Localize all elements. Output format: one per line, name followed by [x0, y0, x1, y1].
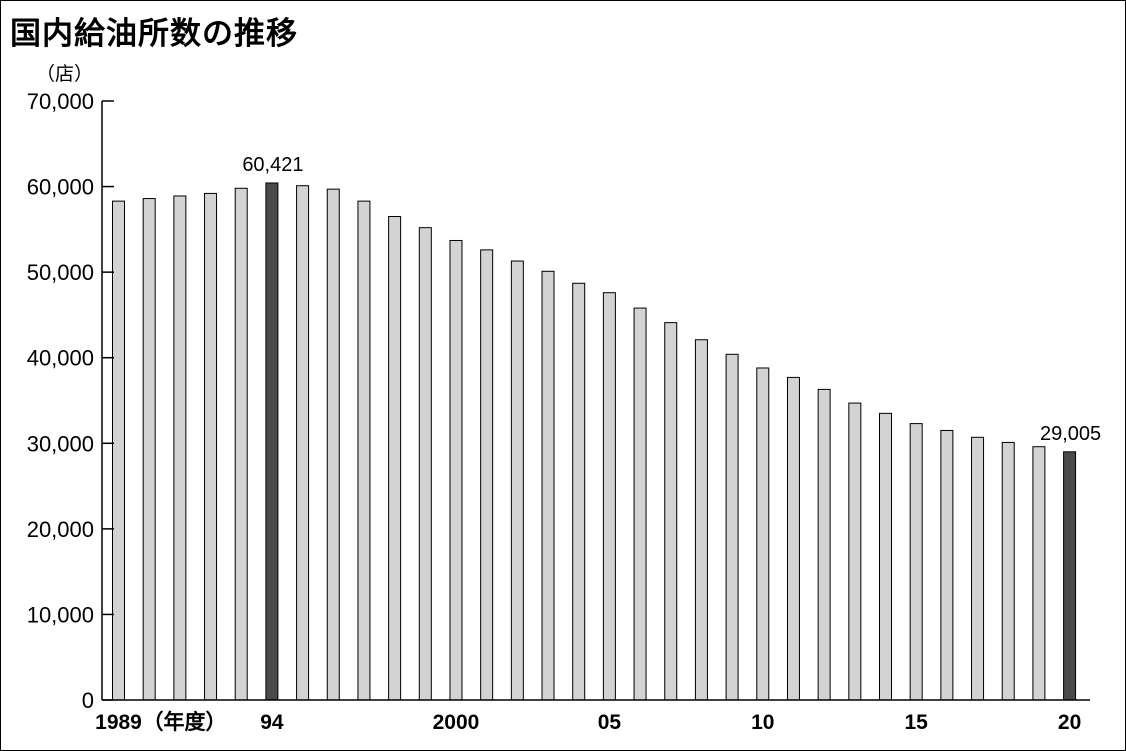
bar-1990 [142, 198, 156, 701]
bar-1998 [388, 216, 402, 701]
bar-2018 [1001, 441, 1015, 701]
bar-1989 [112, 200, 125, 701]
bar-2003 [541, 270, 555, 701]
bar-2013 [848, 402, 862, 701]
bar-2007 [664, 322, 678, 701]
bar-2008 [694, 339, 708, 701]
y-tick-label: 20,000 [27, 517, 94, 542]
x-tick-label: 15 [905, 711, 929, 734]
y-tick-label: 40,000 [27, 346, 94, 371]
data-label: 29,005 [1040, 423, 1101, 445]
y-tick-label: 10,000 [27, 602, 94, 627]
bar-1992 [204, 192, 218, 701]
y-tick-label: 30,000 [27, 431, 94, 456]
bar-2014 [879, 412, 892, 701]
bar-2016 [940, 429, 954, 701]
bar-2019 [1032, 446, 1046, 701]
bar-1991 [173, 195, 187, 701]
bar-2015 [909, 423, 923, 701]
bar-1997 [357, 200, 371, 701]
bar-2010 [756, 367, 770, 701]
y-tick-label: 60,000 [27, 175, 94, 200]
bar-1993 [234, 187, 248, 701]
bar-2012 [817, 388, 831, 701]
y-tick-label: 50,000 [27, 260, 94, 285]
bar-2009 [725, 353, 739, 701]
bar-2001 [480, 249, 494, 701]
bar-2017 [971, 436, 985, 701]
x-tick-label: 1989 [95, 711, 142, 734]
bar-2006 [633, 307, 647, 701]
x-tick-label: 05 [598, 711, 622, 734]
bar-2005 [602, 292, 616, 701]
bar-1995 [296, 185, 310, 701]
bar-1999 [418, 227, 432, 701]
x-tick-label: 94 [260, 711, 284, 734]
bar-2004 [572, 282, 586, 701]
y-tick-label: 0 [82, 688, 94, 713]
bar-2002 [510, 260, 524, 701]
x-axis-unit-label: （年度） [143, 710, 227, 734]
bar-2000 [449, 239, 463, 701]
x-tick-label: 10 [751, 711, 774, 734]
bar-1996 [326, 188, 340, 701]
chart-title: 国内給油所数の推移 [10, 16, 298, 52]
bar-1994 [265, 182, 279, 701]
data-label: 60,421 [242, 154, 303, 176]
x-tick-label: 20 [1058, 711, 1081, 734]
y-tick-label: 70,000 [27, 89, 94, 114]
x-tick-label: 2000 [433, 711, 480, 734]
bar-2011 [786, 376, 800, 701]
bar-2020 [1063, 451, 1077, 701]
y-axis-unit-label: （店） [36, 63, 93, 85]
